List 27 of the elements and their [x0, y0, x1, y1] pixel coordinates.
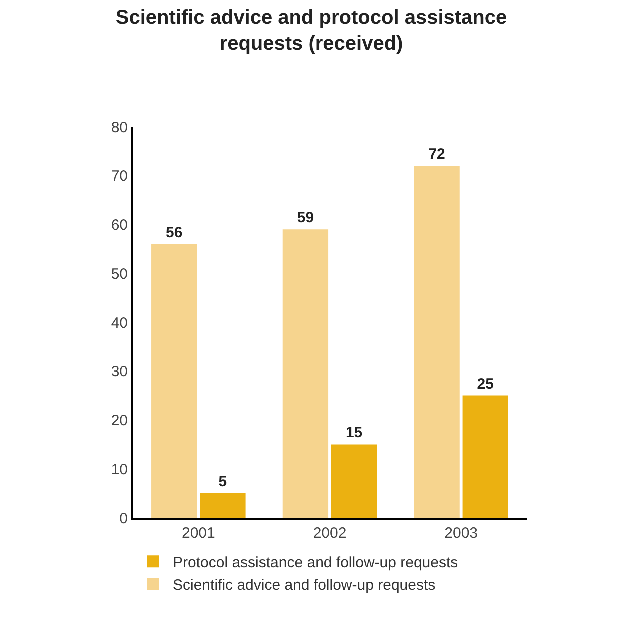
y-tick-label: 80 [111, 119, 128, 136]
data-label: 5 [218, 474, 228, 491]
y-tick-label: 20 [111, 412, 128, 430]
data-label: 56 [166, 224, 183, 242]
data-label: 15 [346, 424, 363, 442]
bar [331, 444, 378, 518]
y-tick-label: 40 [111, 314, 128, 332]
x-tick-label: 2003 [444, 525, 478, 542]
chart-title: Scientific advice and protocol assistance requests (received) [116, 7, 508, 55]
y-tick-label: 10 [111, 461, 128, 478]
legend-label: Scientific advice and follow-up requests [173, 576, 436, 594]
y-tick-label: 70 [111, 168, 128, 186]
bar [200, 494, 246, 518]
bar [152, 244, 198, 518]
bar [462, 396, 508, 518]
y-tick-label: 30 [111, 364, 128, 381]
y-tick-label: 0 [120, 510, 128, 528]
data-label: 72 [428, 146, 446, 164]
bar [282, 230, 329, 518]
x-tick-label: 2001 [182, 525, 216, 542]
y-tick-label: 60 [111, 217, 128, 234]
data-label: 59 [297, 210, 314, 227]
bar [414, 166, 460, 518]
data-label: 25 [477, 376, 494, 393]
y-tick-label: 50 [111, 266, 128, 283]
legend-label: Protocol assistance and follow-up requests [173, 554, 458, 572]
x-tick-label: 2002 [313, 525, 347, 542]
